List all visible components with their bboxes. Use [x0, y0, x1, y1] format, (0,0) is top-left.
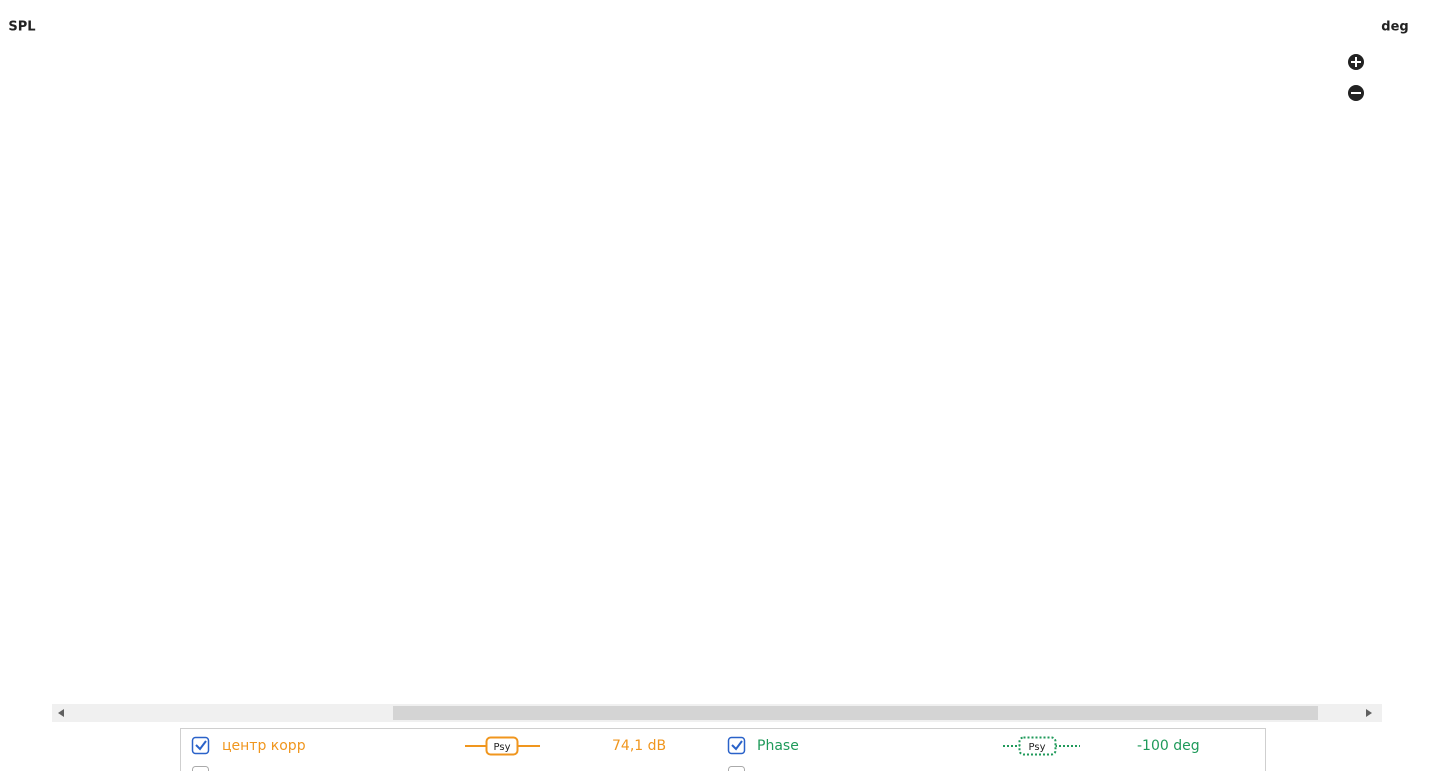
checkbox[interactable] [727, 736, 746, 755]
checkbox[interactable] [191, 736, 210, 755]
legend-badge [485, 736, 519, 756]
checkbox[interactable] [728, 766, 745, 771]
y2-axis-label: deg [1381, 20, 1408, 35]
legend-name: Phase [757, 738, 799, 754]
legend-readout: -100 deg [1137, 738, 1200, 754]
checkbox[interactable] [192, 766, 209, 771]
legend-badge [1018, 736, 1057, 756]
legend-name: центр корр [222, 738, 306, 754]
y-axis-label: SPL [8, 20, 35, 35]
legend-readout: 74,1 dB [612, 738, 666, 754]
zoom-in[interactable] [1348, 54, 1364, 70]
scrollbar[interactable] [52, 704, 1382, 722]
legend-badge-text: Psy [494, 742, 511, 753]
zoom-out[interactable] [1348, 85, 1364, 101]
legend-panel: центр корр Psy 74,1 dB Phase Psy -100 de… [180, 728, 1266, 771]
legend-badge-text: Psy [1029, 742, 1046, 753]
